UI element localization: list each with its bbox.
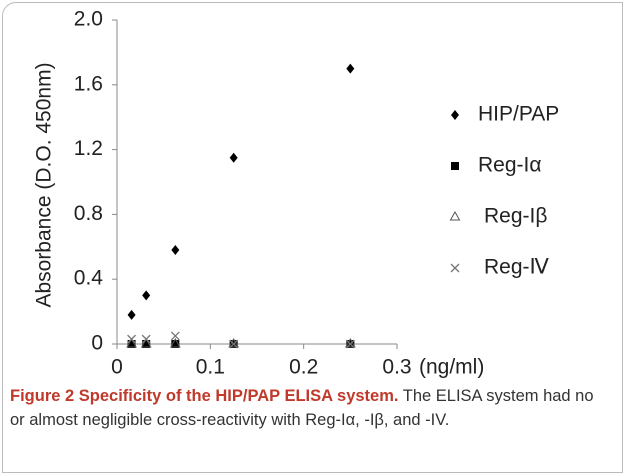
data-point: [169, 337, 181, 348]
legend-marker: [451, 110, 459, 120]
caption-label: Figure 2 Specificity of the HIP/PAP ELIS…: [10, 387, 399, 405]
data-point: [229, 339, 239, 349]
legend-label: Reg-Iα: [478, 154, 542, 177]
y-tick-label: 0: [91, 332, 103, 355]
legend-marker: [451, 162, 459, 170]
legend-marker: [449, 210, 461, 221]
data-point: [142, 290, 151, 301]
data-point: [126, 337, 137, 348]
figure-caption: Figure 2 Specificity of the HIP/PAP ELIS…: [10, 384, 610, 432]
y-tick-label: 2.0: [74, 8, 103, 31]
data-point: [171, 340, 180, 348]
data-point: [170, 331, 180, 341]
data-point: [228, 337, 240, 348]
data-point: [127, 334, 137, 344]
data-point: [142, 340, 151, 348]
data-point: [344, 337, 356, 348]
y-tick-label: 0.4: [74, 267, 104, 290]
data-point: [140, 337, 152, 348]
x-tick-label: 0.3: [382, 356, 411, 379]
legend-label: HIP/PAP: [478, 103, 559, 126]
data-point: [127, 309, 136, 320]
data-point: [171, 245, 180, 256]
y-tick-label: 1.6: [74, 72, 103, 95]
y-tick-label: 0.8: [74, 202, 103, 225]
caption-text: The ELISA system had no or almost neglig…: [10, 387, 594, 429]
data-point: [127, 340, 136, 348]
x-tick-label: 0.2: [289, 356, 318, 379]
y-tick-label: 1.2: [74, 137, 103, 160]
data-point: [346, 63, 355, 74]
x-tick-label: 0.1: [196, 356, 225, 379]
x-axis-label: (ng/ml): [419, 356, 484, 379]
x-tick-label: 0: [111, 356, 123, 379]
chart: Absorbance (D.O. 450nm) 0 0.4 0.8 1.2 1.6 2.0…: [33, 8, 560, 379]
legend-label: Reg-Ⅳ: [484, 256, 550, 279]
legend-marker: [450, 263, 460, 273]
legend-label: Reg-Iβ: [484, 205, 547, 228]
y-axis-label: Absorbance (D.O. 450nm): [33, 62, 56, 307]
data-point: [229, 152, 238, 163]
data-point: [345, 339, 355, 349]
data-point: [141, 334, 151, 344]
